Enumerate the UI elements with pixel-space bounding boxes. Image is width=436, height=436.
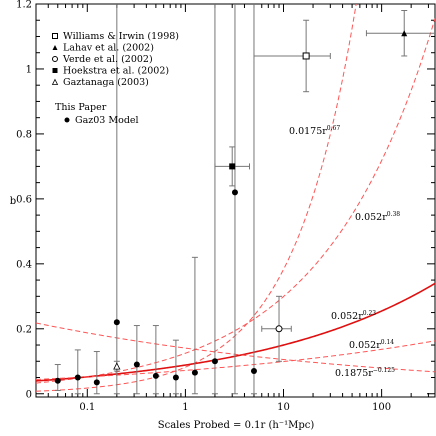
tick-labels: 0.1 1 10 100 0 0.2 0.4 0.6 0.8 1 1.2: [16, 0, 391, 413]
filled-circle-marker: [231, 189, 238, 196]
legend-marker: [52, 56, 58, 62]
curve-label: 0.1875r−0.125: [335, 367, 395, 379]
legend-marker: [51, 78, 59, 85]
data-point: [211, 4, 218, 395]
x-tick-label: 10: [277, 402, 290, 413]
open-triangle-marker: [113, 362, 121, 370]
curve-label-exponent: 0.38: [387, 211, 401, 218]
y-tick-label: 1: [26, 64, 32, 75]
data-point: [113, 4, 120, 395]
y-axis-title: b: [10, 196, 16, 207]
data-point: [250, 4, 257, 395]
x-tick-label: 100: [372, 402, 391, 413]
open-circle-marker: [275, 325, 283, 333]
data-point: [231, 4, 238, 395]
fit-curve-4: [36, 322, 435, 373]
filled-circle-marker: [250, 368, 257, 375]
data-point: [172, 339, 179, 395]
fit-curve-1: [36, 18, 435, 384]
filled-triangle-marker: [401, 30, 408, 37]
data-point: [54, 364, 61, 392]
filled-circle-marker: [133, 361, 140, 368]
legend-label: Williams & Irwin (1998): [63, 31, 179, 42]
data-points: [54, 4, 435, 395]
data-point: [191, 256, 198, 395]
filled-circle-marker: [172, 374, 179, 381]
y-tick-label: 0.2: [16, 324, 32, 335]
legend-label: Gaztanaga (2003): [63, 77, 149, 88]
fit-curve-0: [36, 4, 357, 392]
y-tick-label: 0.8: [16, 129, 32, 140]
curve-label-exponent: 0.14: [381, 339, 395, 346]
legend-label: Hoekstra et al. (2002): [63, 66, 169, 77]
filled-circle-marker: [93, 379, 100, 386]
curve-label-base: 0.052r: [331, 311, 363, 322]
x-tick-label: 1: [182, 402, 188, 413]
legend-marker: [52, 33, 58, 39]
data-point: [152, 325, 159, 395]
data-point: [261, 295, 292, 362]
data-point: [74, 349, 81, 395]
curve-label-base: 0.052r: [355, 212, 387, 223]
axis-ticks: [35, 3, 435, 397]
curve-label-base: 0.1875r: [335, 368, 373, 379]
curve-label: 0.052r0.23: [331, 310, 376, 322]
legend-heading: This Paper: [55, 102, 107, 113]
data-point: [214, 146, 250, 187]
x-tick-label: 0.1: [79, 402, 95, 413]
legend: Williams & Irwin (1998)Lahav et al. (200…: [51, 31, 179, 126]
filled-circle-marker: [152, 372, 159, 379]
curve-labels: 0.0175r0.670.052r0.380.052r0.230.052r0.1…: [289, 125, 400, 379]
curve-label: 0.0175r0.67: [289, 125, 340, 137]
y-tick-label: 1.2: [16, 0, 32, 11]
data-point: [253, 19, 331, 93]
curve-label-base: 0.052r: [349, 340, 381, 351]
data-point: [93, 351, 100, 395]
fit-curves: [36, 4, 435, 392]
y-tick-label: 0.4: [16, 259, 32, 270]
curve-label: 0.052r0.14: [349, 339, 394, 351]
curve-label-base: 0.0175r: [289, 126, 327, 137]
legend-label: Verde et al. (2002): [62, 54, 153, 65]
legend-label: Gaz03 Model: [75, 115, 139, 126]
legend-label: Lahav et al. (2002): [63, 43, 154, 54]
data-point: [133, 325, 140, 395]
fit-curve-2: [36, 282, 435, 382]
curve-label: 0.052r0.38: [355, 211, 400, 223]
curve-label-exponent: −0.125: [373, 367, 395, 374]
filled-circle-marker: [211, 358, 218, 365]
filled-circle-marker: [74, 374, 81, 381]
y-tick-label: 0: [26, 389, 32, 400]
filled-square-marker: [229, 163, 236, 170]
legend-marker: [52, 68, 58, 73]
filled-circle-marker: [54, 377, 61, 384]
x-axis-title: Scales Probed = 0.1r (h⁻¹Mpc): [158, 420, 315, 431]
open-square-marker: [302, 52, 310, 60]
curve-label-exponent: 0.23: [363, 310, 377, 317]
y-tick-label: 0.6: [16, 194, 32, 205]
legend-marker: [64, 117, 70, 123]
legend-marker: [52, 45, 58, 50]
curve-label-exponent: 0.67: [327, 125, 341, 132]
fit-curve-3: [36, 340, 435, 380]
filled-circle-marker: [113, 319, 120, 326]
data-point: [365, 9, 435, 57]
data-point: [113, 360, 121, 372]
filled-circle-marker: [191, 369, 198, 376]
plot-frame: [35, 3, 436, 398]
